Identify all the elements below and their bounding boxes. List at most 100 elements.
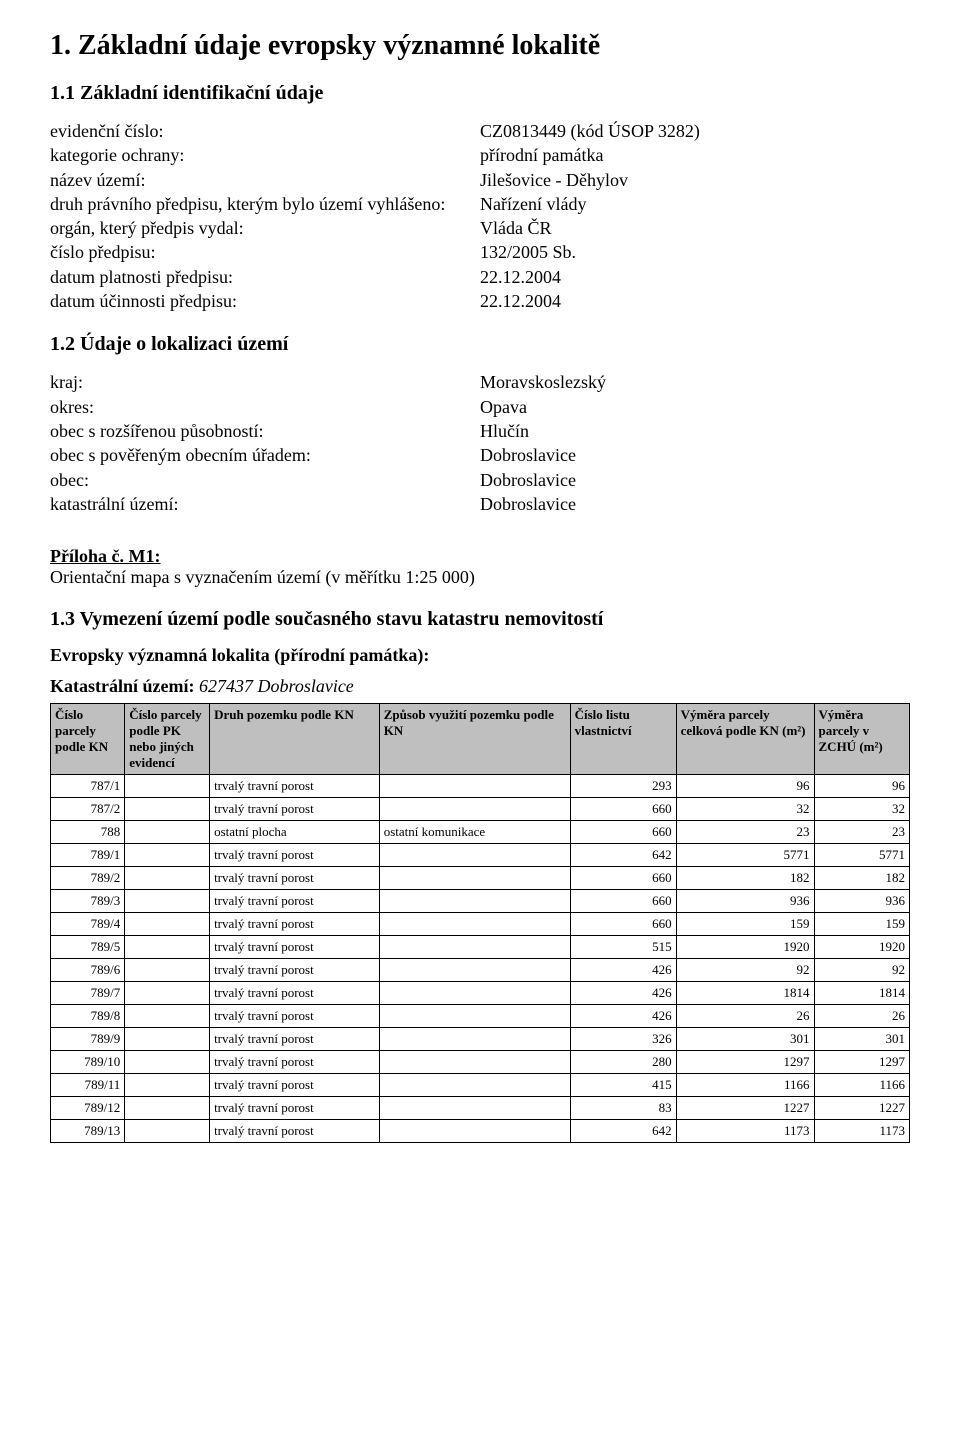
table-cell: 515 — [570, 936, 676, 959]
table-cell: 789/3 — [51, 890, 125, 913]
table-cell: 301 — [814, 1028, 909, 1051]
table-cell: 92 — [814, 959, 909, 982]
kv-key: kategorie ochrany: — [50, 143, 480, 167]
kv-key: datum platnosti předpisu: — [50, 265, 480, 289]
kv-value: 22.12.2004 — [480, 289, 910, 313]
kv-key: druh právního předpisu, kterým bylo územ… — [50, 192, 480, 216]
table-cell: 92 — [676, 959, 814, 982]
table-cell: 426 — [570, 959, 676, 982]
table-cell — [379, 1051, 570, 1074]
table-cell — [125, 890, 210, 913]
kv-row: datum účinnosti předpisu:22.12.2004 — [50, 289, 910, 313]
kv-value: Dobroslavice — [480, 443, 910, 467]
kv-value: Dobroslavice — [480, 468, 910, 492]
table-cell: trvalý travní porost — [210, 1051, 380, 1074]
table-cell: 96 — [814, 775, 909, 798]
kv-row: katastrální území:Dobroslavice — [50, 492, 910, 516]
table-cell — [125, 821, 210, 844]
table-cell: 1166 — [676, 1074, 814, 1097]
kv-row: datum platnosti předpisu:22.12.2004 — [50, 265, 910, 289]
loc-block: kraj:Moravskoslezskýokres:Opavaobec s ro… — [50, 370, 910, 516]
table-row: 789/2trvalý travní porost660182182 — [51, 867, 910, 890]
table-cell — [125, 775, 210, 798]
kv-key: obec: — [50, 468, 480, 492]
table-row: 789/5trvalý travní porost51519201920 — [51, 936, 910, 959]
table-cell — [125, 936, 210, 959]
ku-label: Katastrální území: — [50, 676, 194, 696]
table-row: 789/12trvalý travní porost8312271227 — [51, 1097, 910, 1120]
table-cell — [379, 844, 570, 867]
attachment-text: Orientační mapa s vyznačením území (v mě… — [50, 567, 475, 587]
table-cell — [125, 1028, 210, 1051]
kv-key: číslo předpisu: — [50, 240, 480, 264]
table-cell: 5771 — [814, 844, 909, 867]
table-cell: 1173 — [814, 1120, 909, 1143]
kv-value: CZ0813449 (kód ÚSOP 3282) — [480, 119, 910, 143]
kv-key: datum účinnosti předpisu: — [50, 289, 480, 313]
kv-row: název území:Jilešovice - Děhylov — [50, 168, 910, 192]
table-cell: 660 — [570, 913, 676, 936]
kv-key: název území: — [50, 168, 480, 192]
kv-key: kraj: — [50, 370, 480, 394]
table-cell: 26 — [676, 1005, 814, 1028]
table-cell: 660 — [570, 798, 676, 821]
kv-key: katastrální území: — [50, 492, 480, 516]
table-cell — [125, 959, 210, 982]
table-header-cell: Číslo listu vlastnictví — [570, 704, 676, 775]
table-cell: 789/1 — [51, 844, 125, 867]
table-cell — [379, 1120, 570, 1143]
table-cell — [125, 867, 210, 890]
section-1-title: 1. Základní údaje evropsky významné loka… — [50, 30, 910, 62]
table-cell: 301 — [676, 1028, 814, 1051]
evl-line: Evropsky významná lokalita (přírodní pam… — [50, 645, 910, 666]
kv-row: kraj:Moravskoslezský — [50, 370, 910, 394]
table-cell — [379, 1074, 570, 1097]
table-cell: 1227 — [676, 1097, 814, 1120]
table-cell — [125, 1051, 210, 1074]
table-cell: trvalý travní porost — [210, 844, 380, 867]
table-cell — [379, 867, 570, 890]
kv-value: 22.12.2004 — [480, 265, 910, 289]
table-cell: 789/13 — [51, 1120, 125, 1143]
table-header-cell: Číslo parcely podle PK nebo jiných evide… — [125, 704, 210, 775]
table-row: 788ostatní plochaostatní komunikace66023… — [51, 821, 910, 844]
table-cell: 1920 — [676, 936, 814, 959]
table-header-row: Číslo parcely podle KNČíslo parcely podl… — [51, 704, 910, 775]
table-cell — [379, 1097, 570, 1120]
table-cell: 159 — [814, 913, 909, 936]
table-header-cell: Druh pozemku podle KN — [210, 704, 380, 775]
table-cell: 660 — [570, 867, 676, 890]
kv-row: evidenční číslo:CZ0813449 (kód ÚSOP 3282… — [50, 119, 910, 143]
table-row: 789/13trvalý travní porost64211731173 — [51, 1120, 910, 1143]
table-cell: 426 — [570, 982, 676, 1005]
table-cell: 182 — [814, 867, 909, 890]
table-cell: trvalý travní porost — [210, 1120, 380, 1143]
table-cell: 789/2 — [51, 867, 125, 890]
table-cell: 96 — [676, 775, 814, 798]
table-cell: 1814 — [676, 982, 814, 1005]
table-cell — [379, 959, 570, 982]
table-cell: 660 — [570, 890, 676, 913]
table-cell — [125, 1074, 210, 1097]
table-cell: trvalý travní porost — [210, 890, 380, 913]
table-row: 789/8trvalý travní porost4262626 — [51, 1005, 910, 1028]
kv-value: Moravskoslezský — [480, 370, 910, 394]
table-cell — [125, 798, 210, 821]
table-row: 787/2trvalý travní porost6603232 — [51, 798, 910, 821]
table-cell: 280 — [570, 1051, 676, 1074]
table-cell: 789/5 — [51, 936, 125, 959]
kv-value: Opava — [480, 395, 910, 419]
ident-block: evidenční číslo:CZ0813449 (kód ÚSOP 3282… — [50, 119, 910, 313]
table-cell: 182 — [676, 867, 814, 890]
kv-key: evidenční číslo: — [50, 119, 480, 143]
parcels-table-body: 787/1trvalý travní porost2939696787/2trv… — [51, 775, 910, 1143]
table-cell — [379, 982, 570, 1005]
table-cell: 789/11 — [51, 1074, 125, 1097]
table-cell: 789/8 — [51, 1005, 125, 1028]
table-cell: 1814 — [814, 982, 909, 1005]
kv-value: Jilešovice - Děhylov — [480, 168, 910, 192]
table-cell: 789/12 — [51, 1097, 125, 1120]
table-cell: trvalý travní porost — [210, 936, 380, 959]
table-row: 787/1trvalý travní porost2939696 — [51, 775, 910, 798]
table-cell: trvalý travní porost — [210, 798, 380, 821]
